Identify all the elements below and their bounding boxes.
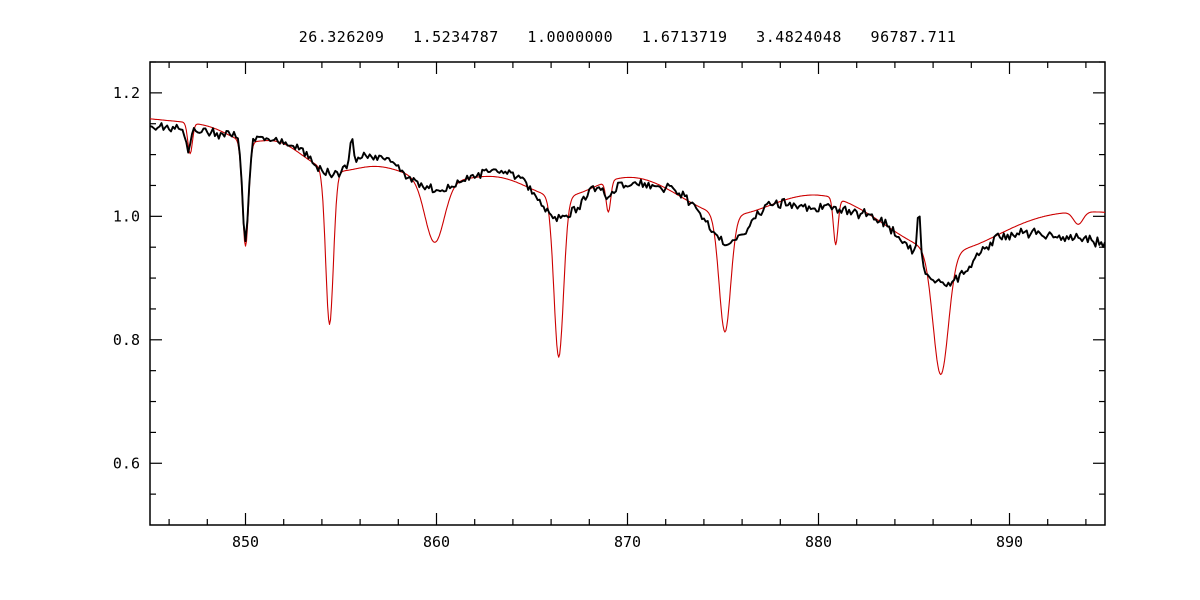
y-tick-label: 1.0: [113, 207, 140, 225]
x-tick-label: 890: [996, 533, 1023, 551]
model-spectrum-line: [150, 118, 1105, 376]
y-tick-label: 0.6: [113, 454, 140, 472]
plot-frame: [149, 61, 1106, 526]
y-tick-label: 0.8: [113, 331, 140, 349]
observed-spectrum-line: [150, 122, 1105, 288]
y-tick-label: 1.2: [113, 84, 140, 102]
x-tick-label: 850: [232, 533, 259, 551]
x-tick-label: 870: [614, 533, 641, 551]
x-tick-label: 880: [805, 533, 832, 551]
plot-title: 26.326209 1.5234787 1.0000000 1.6713719 …: [298, 28, 957, 46]
x-tick-label: 860: [423, 533, 450, 551]
